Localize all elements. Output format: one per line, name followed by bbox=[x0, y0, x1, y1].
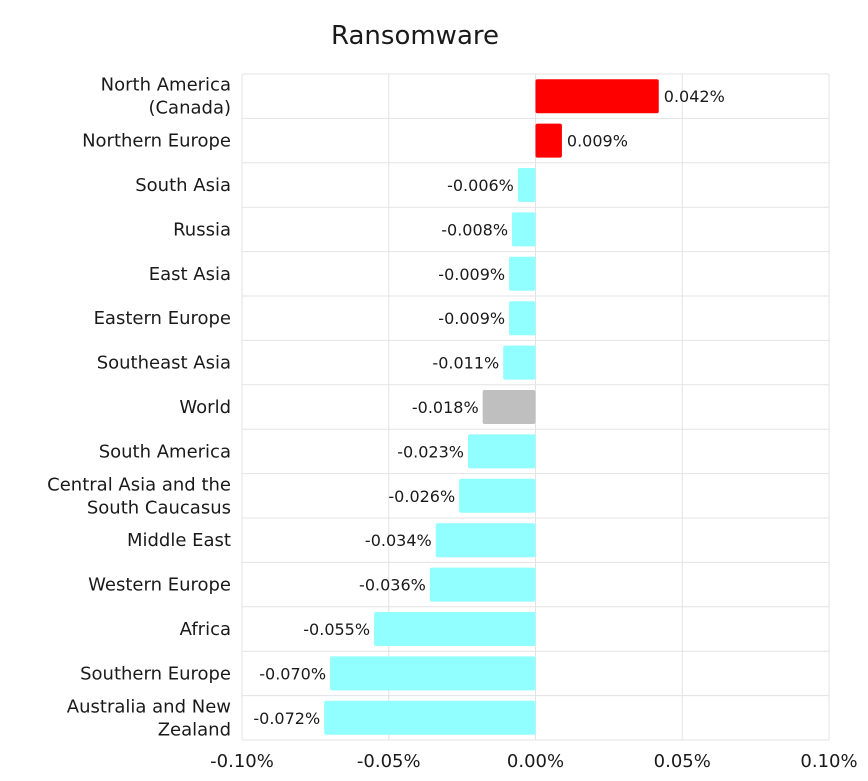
category-label: Eastern Europe bbox=[94, 308, 231, 329]
category-labels: North America(Canada) Northern Europe Sout… bbox=[47, 75, 231, 741]
bar bbox=[324, 700, 536, 735]
bar bbox=[330, 656, 536, 691]
x-tick-label: 0.05% bbox=[654, 751, 711, 772]
data-label: -0.009% bbox=[438, 265, 505, 284]
category-label: Middle East bbox=[127, 530, 231, 551]
bars bbox=[324, 79, 659, 735]
data-label: -0.011% bbox=[432, 354, 499, 373]
data-label: 0.009% bbox=[567, 132, 628, 151]
category-label: Southern Europe bbox=[80, 663, 231, 684]
data-label: -0.070% bbox=[259, 664, 326, 683]
category-label: Russia bbox=[173, 219, 231, 240]
data-label: -0.009% bbox=[438, 309, 505, 328]
category-label: Australia and New bbox=[67, 696, 231, 717]
bar bbox=[467, 434, 536, 469]
data-label: -0.055% bbox=[303, 620, 370, 639]
data-label: -0.072% bbox=[253, 709, 320, 728]
bar bbox=[459, 478, 536, 513]
bar bbox=[509, 256, 536, 291]
category-label: South Asia bbox=[135, 175, 231, 196]
category-label: (Canada) bbox=[148, 98, 231, 119]
category-label: Western Europe bbox=[88, 575, 231, 596]
bar bbox=[509, 301, 536, 336]
data-label: -0.034% bbox=[365, 531, 432, 550]
data-label: -0.026% bbox=[388, 487, 455, 506]
category-label: Southeast Asia bbox=[97, 353, 231, 374]
category-label: Northern Europe bbox=[82, 131, 231, 152]
category-label: East Asia bbox=[149, 264, 231, 285]
data-label: 0.042% bbox=[664, 87, 725, 106]
chart-title: Ransomware bbox=[331, 21, 499, 51]
x-axis-ticks: -0.10% -0.05% 0.00% 0.05% 0.10% bbox=[210, 751, 857, 772]
category-label: World bbox=[179, 397, 231, 418]
bar bbox=[503, 345, 536, 380]
x-tick-label: -0.05% bbox=[357, 751, 421, 772]
category-label: Africa bbox=[180, 619, 231, 640]
data-labels: 0.042% 0.009% -0.006% -0.008% -0.009% -0.009%… bbox=[253, 87, 724, 728]
data-label: -0.006% bbox=[447, 176, 514, 195]
category-label: Zealand bbox=[158, 719, 231, 740]
bar bbox=[374, 612, 536, 646]
bar bbox=[517, 168, 536, 202]
gridlines bbox=[241, 73, 830, 741]
bar bbox=[429, 567, 536, 602]
data-label: -0.008% bbox=[441, 220, 508, 239]
x-tick-label: -0.10% bbox=[210, 751, 274, 772]
data-label: -0.036% bbox=[359, 576, 426, 595]
x-tick-label: 0.10% bbox=[800, 751, 857, 772]
x-tick-label: 0.00% bbox=[507, 751, 564, 772]
category-label: South Caucasus bbox=[87, 497, 231, 518]
data-label: -0.023% bbox=[397, 442, 464, 461]
bar bbox=[482, 390, 536, 424]
category-label: South America bbox=[99, 441, 231, 462]
category-label: North America bbox=[101, 75, 231, 96]
bar bbox=[535, 123, 562, 158]
bar bbox=[512, 212, 536, 247]
bar bbox=[535, 79, 659, 114]
data-label: -0.018% bbox=[412, 398, 479, 417]
bar bbox=[435, 523, 536, 558]
category-label: Central Asia and the bbox=[47, 474, 231, 495]
